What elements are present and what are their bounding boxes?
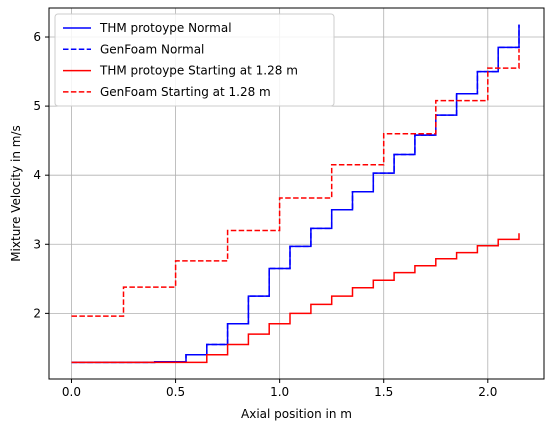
y-tick-label: 2 bbox=[33, 306, 41, 320]
y-tick-label: 3 bbox=[33, 237, 41, 251]
x-tick-label: 1.5 bbox=[374, 385, 393, 399]
ticks: 0.0 0.5 1.0 1.5 2.0 2 3 4 5 6 bbox=[33, 30, 497, 399]
legend-label-3: GenFoam Starting at 1.28 m bbox=[100, 85, 271, 99]
legend: THM protoype Normal GenFoam Normal THM pro… bbox=[54, 13, 335, 107]
x-axis-label: Axial position in m bbox=[241, 407, 352, 421]
y-tick-label: 6 bbox=[33, 30, 41, 44]
y-tick-label: 5 bbox=[33, 99, 41, 113]
y-tick-label: 4 bbox=[33, 168, 41, 182]
x-tick-label: 0.5 bbox=[166, 385, 185, 399]
grid bbox=[49, 8, 544, 379]
plot-frame bbox=[48, 7, 545, 380]
legend-label-2: THM protoype Starting at 1.28 m bbox=[99, 64, 298, 78]
legend-label-0: THM protoype Normal bbox=[99, 21, 232, 35]
series-line-1 bbox=[71, 24, 520, 364]
legend-box bbox=[54, 13, 335, 107]
x-tick-label: 0.0 bbox=[62, 385, 81, 399]
series-line-2 bbox=[71, 233, 520, 364]
y-axis-label: Mixture Velocity in m/s bbox=[9, 125, 23, 262]
series-layer bbox=[71, 24, 520, 364]
x-tick-label: 2.0 bbox=[478, 385, 497, 399]
legend-label-1: GenFoam Normal bbox=[100, 42, 204, 56]
x-tick-label: 1.0 bbox=[270, 385, 289, 399]
